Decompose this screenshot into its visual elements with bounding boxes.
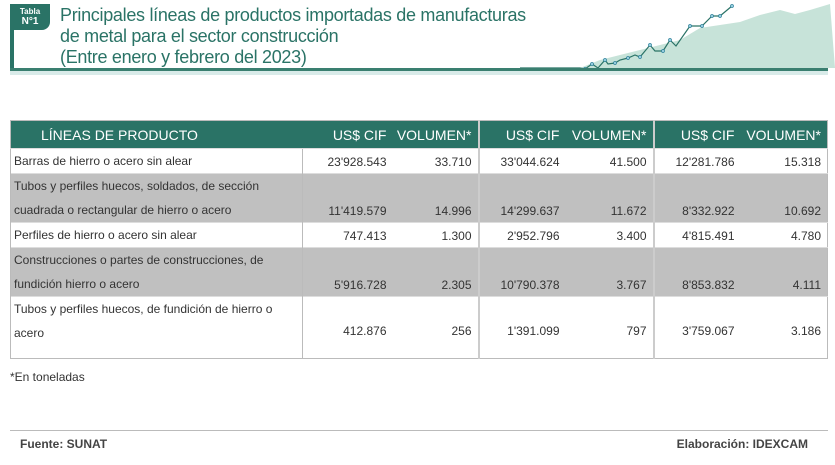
header-product-lines: LÍNEAS DE PRODUCTO (10, 120, 303, 149)
row-label: Perfiles de hierro o acero sin alear (10, 222, 303, 248)
cell: 23'928.543 (302, 148, 393, 174)
cell: 8'853.832 (652, 247, 741, 297)
cell: 3.186 (740, 296, 828, 359)
cell: 747.413 (302, 222, 393, 248)
title-line-2: de metal para el sector construcción (60, 26, 339, 46)
cell: 3'759.067 (652, 296, 741, 359)
badge-label: Tabla (19, 7, 41, 16)
cell: 15.318 (740, 148, 828, 174)
cell: 3.767 (565, 247, 654, 297)
row-label: Construcciones o partes de construccione… (10, 247, 303, 297)
badge-number: N°1 (21, 16, 39, 27)
cell: 10'790.378 (477, 247, 566, 297)
header-cif-3: US$ CIF (652, 120, 741, 149)
units-note: *En toneladas (10, 370, 85, 384)
cell: 5'916.728 (302, 247, 393, 297)
row-label: Barras de hierro o acero sin alear (10, 148, 303, 174)
imports-table: LÍNEAS DE PRODUCTO US$ CIF VOLUMEN* US$ … (10, 120, 828, 359)
cell: 1'391.099 (477, 296, 566, 359)
table-row: Barras de hierro o acero sin alear 23'92… (10, 148, 828, 174)
cell: 4'815.491 (652, 222, 741, 248)
cell: 10.692 (740, 173, 828, 223)
cell: 11'419.579 (302, 173, 393, 223)
table-row: Tubos y perfiles huecos, de fundición de… (10, 296, 828, 359)
badge-stem (10, 28, 14, 70)
cell: 4.780 (740, 222, 828, 248)
table-header: LÍNEAS DE PRODUCTO US$ CIF VOLUMEN* US$ … (10, 120, 828, 149)
cell: 8'332.922 (652, 173, 741, 223)
page-title: Principales líneas de productos importad… (60, 5, 526, 68)
cell: 412.876 (302, 296, 393, 359)
cell: 4.111 (740, 247, 828, 297)
header-cif-1: US$ CIF (302, 120, 393, 149)
decorative-growth-chart (520, 4, 835, 71)
cell: 33'044.624 (477, 148, 566, 174)
footer-divider (10, 430, 828, 431)
table-row: Tubos y perfiles huecos, soldados, de se… (10, 173, 828, 223)
header-rule (10, 68, 828, 71)
table-number-badge: Tabla N°1 (10, 4, 50, 30)
cell: 2.305 (392, 247, 479, 297)
title-line-3: (Entre enero y febrero del 2023) (60, 47, 307, 67)
cell: 14'299.637 (477, 173, 566, 223)
cell: 11.672 (565, 173, 654, 223)
cell: 1.300 (392, 222, 479, 248)
cell: 41.500 (565, 148, 654, 174)
cell: 2'952.796 (477, 222, 566, 248)
source-label: Fuente: SUNAT (20, 437, 108, 451)
cell: 256 (392, 296, 479, 359)
credit-label: Elaboración: IDEXCAM (676, 437, 808, 451)
cell: 797 (565, 296, 654, 359)
header-volume-2: VOLUMEN* (565, 120, 654, 149)
table-row: Perfiles de hierro o acero sin alear 747… (10, 222, 828, 248)
title-line-1: Principales líneas de productos importad… (60, 5, 526, 25)
cell: 33.710 (392, 148, 479, 174)
cell: 12'281.786 (652, 148, 741, 174)
row-label: Tubos y perfiles huecos, soldados, de se… (10, 173, 303, 223)
cell: 14.996 (392, 173, 479, 223)
table-row: Construcciones o partes de construccione… (10, 247, 828, 297)
header-cif-2: US$ CIF (477, 120, 566, 149)
row-label: Tubos y perfiles huecos, de fundición de… (10, 296, 303, 359)
header-volume-1: VOLUMEN* (392, 120, 479, 149)
header-band (10, 71, 828, 75)
cell: 3.400 (565, 222, 654, 248)
header-volume-3: VOLUMEN* (740, 120, 828, 149)
